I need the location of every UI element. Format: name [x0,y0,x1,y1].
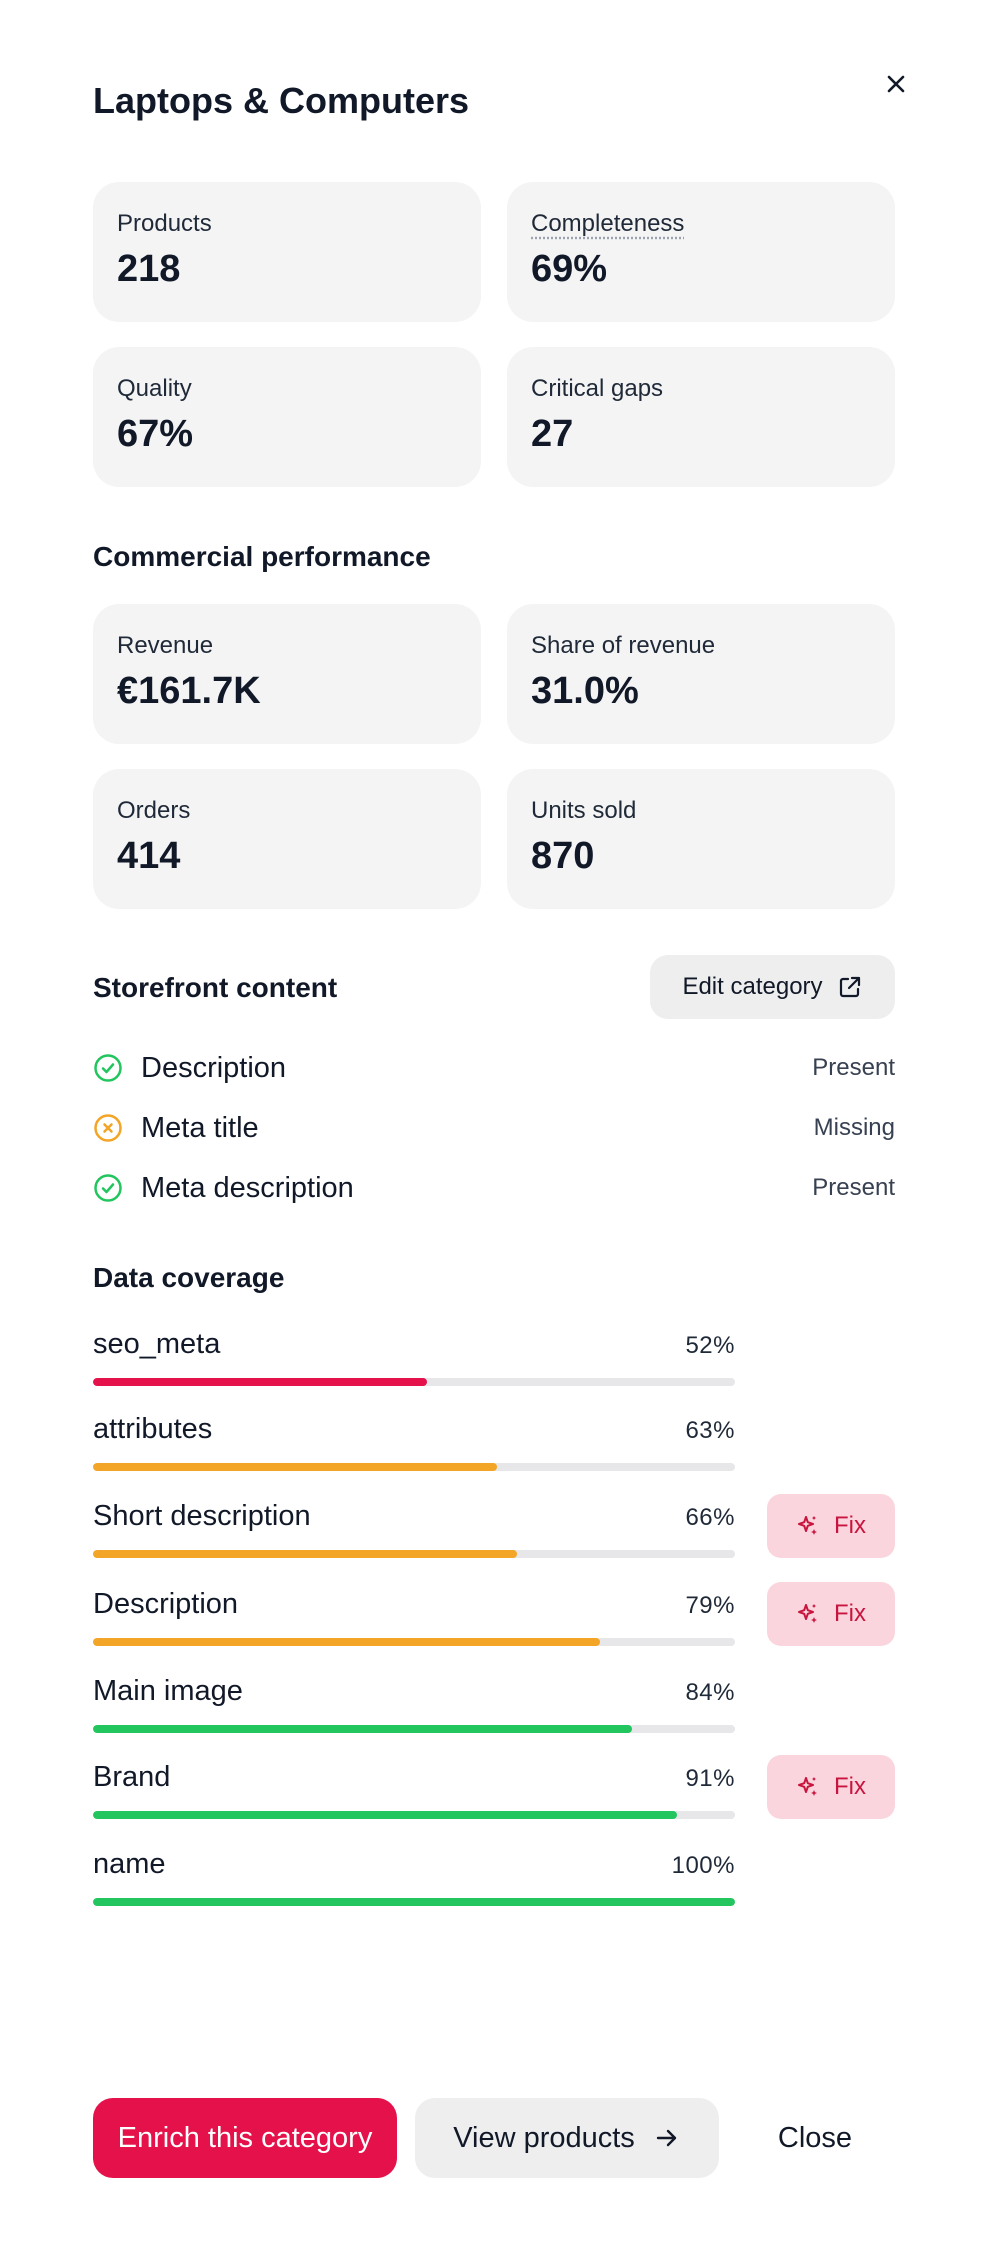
fix-description-button[interactable]: Fix [767,1582,895,1646]
coverage-percent: 63% [685,1417,735,1444]
coverage-progress-fill [93,1638,601,1646]
stat-critical-gaps: Critical gaps 27 [507,347,895,487]
coverage-progress-fill [93,1898,735,1906]
coverage-row-brand: Brand 91% [93,1761,735,1819]
coverage-progress-bar [93,1811,735,1819]
stat-label: Quality [117,375,192,402]
coverage-percent: 100% [671,1852,735,1879]
coverage-progress-bar [93,1550,735,1558]
external-link-icon [839,976,860,998]
edit-category-label: Edit category [682,973,823,1000]
coverage-progress-fill [93,1550,517,1558]
edit-category-button[interactable]: Edit category [650,955,895,1019]
page-title: Laptops & Computers [93,80,470,121]
storefront-item-meta-description: Meta description Present [93,1166,895,1210]
coverage-row-name: name 100% [93,1848,735,1906]
storefront-item-state: Missing [813,1114,895,1141]
coverage-row-description: Description 79% [93,1588,735,1646]
data-coverage-heading: Data coverage [93,1262,285,1293]
stat-value: 414 [117,835,181,877]
stat-label: Units sold [531,797,637,824]
view-products-label: View products [453,2121,635,2154]
fix-label: Fix [834,1773,866,1800]
stat-value: €161.7K [117,670,261,712]
storefront-item-name: Meta description [141,1171,354,1204]
stat-label: Share of revenue [531,632,716,659]
stat-label: Revenue [117,632,214,659]
storefront-item-description: Description Present [93,1046,895,1090]
coverage-progress-fill [93,1463,498,1471]
check-circle-icon [93,1173,123,1203]
coverage-percent: 52% [685,1332,735,1359]
coverage-progress-bar [93,1725,735,1733]
stat-products: Products 218 [93,182,481,322]
stat-completeness: Completeness 69% [507,182,895,322]
coverage-field-name: Main image [93,1675,243,1707]
stat-label[interactable]: Completeness [531,210,685,237]
coverage-progress-bar [93,1463,735,1471]
fix-label: Fix [834,1512,866,1539]
storefront-item-state: Present [812,1174,895,1201]
coverage-field-name: Brand [93,1761,171,1793]
coverage-percent: 84% [685,1679,735,1706]
stat-value: 69% [531,248,608,290]
stat-value: 67% [117,413,194,455]
coverage-percent: 91% [685,1765,735,1792]
stat-quality: Quality 67% [93,347,481,487]
commercial-performance-heading: Commercial performance [93,541,431,572]
coverage-row-main-image: Main image 84% [93,1675,735,1733]
coverage-field-name: Short description [93,1500,311,1532]
coverage-percent: 66% [685,1504,735,1531]
storefront-item-name: Meta title [141,1111,259,1144]
stat-label: Orders [117,797,191,824]
enrich-category-button[interactable]: Enrich this category [93,2098,397,2178]
stat-value: 31.0% [531,670,639,712]
sparkles-icon [798,1516,817,1535]
coverage-field-name: attributes [93,1413,213,1445]
coverage-field-name: Description [93,1588,239,1620]
coverage-progress-fill [93,1811,678,1819]
storefront-item-name: Description [141,1051,287,1084]
coverage-progress-bar [93,1638,735,1646]
sparkles-icon [798,1777,817,1796]
coverage-progress-fill [93,1725,633,1733]
stat-orders: Orders 414 [93,769,481,909]
view-products-button[interactable]: View products [415,2098,719,2178]
close-button[interactable]: Close [777,2121,853,2154]
stat-share-of-revenue: Share of revenue 31.0% [507,604,895,744]
stat-value: 27 [531,413,574,455]
coverage-row-short-description: Short description 66% [93,1500,735,1558]
stat-units-sold: Units sold 870 [507,769,895,909]
stat-revenue: Revenue €161.7K [93,604,481,744]
coverage-field-name: name [93,1848,166,1880]
sparkles-icon [798,1604,817,1623]
coverage-field-name: seo_meta [93,1328,221,1360]
fix-label: Fix [834,1600,866,1627]
fix-brand-button[interactable]: Fix [767,1755,895,1819]
storefront-item-state: Present [812,1054,895,1081]
coverage-progress-fill [93,1378,427,1386]
x-circle-icon [93,1113,123,1143]
close-icon[interactable] [878,66,914,102]
fix-short-description-button[interactable]: Fix [767,1494,895,1558]
stat-value: 870 [531,835,595,877]
coverage-progress-bar [93,1378,735,1386]
coverage-row-seo-meta: seo_meta 52% [93,1328,735,1386]
arrow-right-icon [656,2129,677,2147]
stat-label: Critical gaps [531,375,664,402]
coverage-percent: 79% [685,1592,735,1619]
storefront-item-meta-title: Meta title Missing [93,1106,895,1150]
check-circle-icon [93,1053,123,1083]
stat-label: Products [117,210,212,237]
storefront-content-heading: Storefront content [93,972,338,1003]
coverage-progress-bar [93,1898,735,1906]
stat-value: 218 [117,248,181,290]
coverage-row-attributes: attributes 63% [93,1413,735,1471]
